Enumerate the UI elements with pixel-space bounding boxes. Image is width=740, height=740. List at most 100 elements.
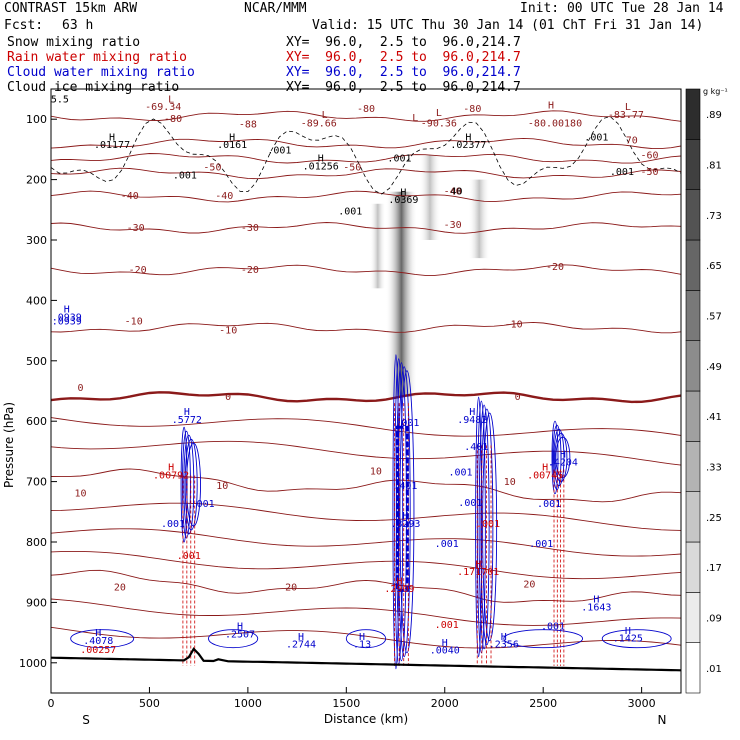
isotherm-10 — [51, 468, 681, 503]
isotherm-label: -83.77 — [608, 110, 644, 121]
isotherm-label: -40 — [444, 187, 462, 198]
isotherm-label: -40 — [215, 191, 233, 202]
extremum-marker: L — [168, 94, 174, 105]
extremum-value: .2356 — [489, 640, 519, 651]
y-tick-label: 100 — [26, 113, 47, 126]
colorbar-swatch — [685, 491, 701, 543]
isotherm-minor — [51, 550, 681, 580]
isotherm--30 — [51, 222, 681, 234]
colorbar-label: .81 — [706, 161, 722, 172]
extremum-marker: H — [64, 304, 70, 315]
cloud-water-contour — [478, 404, 490, 650]
extremum-marker: H — [560, 449, 566, 460]
isotherm-label: 70 — [626, 135, 638, 146]
extremum-marker: H — [298, 632, 304, 643]
colorbar-swatch — [685, 592, 701, 643]
field-xy-rain: XY= 96.0, 2.5 to 96.0,214.7 — [286, 50, 521, 65]
extremum-marker: L — [412, 113, 418, 124]
cloud-water-core — [396, 425, 409, 592]
contour-value-label: .001 — [610, 167, 634, 178]
isotherm-label: -30 — [127, 223, 145, 234]
terrain-line — [51, 647, 681, 672]
contour-value-label: 95.5 — [45, 94, 69, 105]
contour-value-label: .00257 — [80, 645, 116, 656]
contour-value-label: .001 — [173, 170, 197, 181]
init-time: Init: 00 UTC Tue 28 Jan 14 — [520, 1, 724, 16]
snow-shading-left — [369, 203, 386, 289]
extremum-value: .2507 — [225, 629, 255, 640]
extremum-marker: H — [593, 594, 599, 605]
extremum-value: .2909 — [384, 584, 414, 595]
low-cloud-contour — [503, 629, 584, 649]
isotherm-label: 20 — [114, 582, 126, 593]
contour-value-label: .001 — [529, 539, 553, 550]
colorbar-swatch — [685, 340, 701, 392]
colorbar-label: .57 — [706, 312, 722, 323]
extremum-value: .01177 — [94, 140, 130, 151]
colorbar-swatch — [685, 189, 701, 241]
extremum-value: .0369 — [388, 195, 418, 206]
end-label-right: N — [658, 713, 667, 727]
contour-value-label: .001 — [161, 519, 185, 530]
cloud-water-contour — [180, 426, 188, 543]
y-tick-label: 700 — [26, 476, 47, 489]
contour-value-label: .001 — [267, 146, 291, 157]
colorbar-label: .89 — [706, 110, 722, 121]
isotherm--20 — [51, 264, 681, 276]
isotherm-label: -20 — [129, 265, 147, 276]
isotherm-label: -50 — [640, 167, 658, 178]
fcst-label: Fcst: — [4, 18, 44, 33]
extremum-marker: H — [396, 576, 402, 587]
colorbar-label: .33 — [706, 463, 722, 474]
low-cloud-contour — [601, 629, 672, 649]
isotherm-label: -80 — [357, 104, 375, 115]
isotherm-label: 0 — [78, 383, 84, 394]
cloud-water-contour — [186, 442, 201, 527]
isotherm-minor — [51, 528, 681, 557]
model-title: CONTRAST 15km ARW — [4, 1, 138, 16]
isotherm-label: 10 — [216, 481, 228, 492]
colorbar-label: .41 — [706, 412, 722, 423]
isotherm--60 — [51, 153, 681, 164]
field-name-cloud-water: Cloud water mixing ratio — [7, 65, 195, 80]
colorbar-label: .49 — [706, 362, 722, 373]
isotherm-minor — [51, 502, 681, 531]
snow-shading-right — [419, 155, 441, 240]
y-tick-label: 300 — [26, 234, 47, 247]
isotherm-label: -30 — [241, 223, 259, 234]
isotherm-label: -80.00180 — [528, 118, 582, 129]
x-tick-label: 1000 — [234, 697, 262, 710]
low-cloud-contour — [345, 629, 387, 649]
extremum-marker: L — [322, 110, 328, 121]
isotherm-label: -10 — [125, 317, 143, 328]
extremum-value: .8293 — [390, 519, 420, 530]
colorbar-unit: g kg⁻¹ — [703, 87, 728, 96]
contour-value-label: .001 — [395, 418, 419, 429]
isotherm-20 — [51, 569, 681, 603]
extremum-value: .2744 — [286, 640, 316, 651]
extremum-marker: H — [475, 559, 481, 570]
isotherm--10 — [51, 321, 681, 334]
cloud-water-contour — [553, 428, 565, 487]
extremum-value: .9482 — [457, 415, 487, 426]
colorbar: .01 .09 .17 .25 .33 .41 .49 .57 .65 .73 .81 .89 g kg… — [685, 87, 728, 694]
contour-value-label: .001 — [541, 622, 565, 633]
extremum-marker: H — [465, 132, 471, 143]
extremum-marker: H — [402, 511, 408, 522]
extremum-value: .171701 — [457, 567, 499, 578]
x-tick-label: 3000 — [628, 697, 656, 710]
cloud-water-contour — [482, 412, 498, 642]
isotherm-label: 10 — [75, 489, 87, 500]
y-tick-label: 500 — [26, 355, 47, 368]
isotherm-label: -20 — [546, 262, 564, 273]
colorbar-swatch — [685, 239, 701, 291]
x-tick-label: 500 — [139, 697, 160, 710]
colorbar-swatch — [685, 541, 701, 593]
colorbar-label: .25 — [706, 513, 722, 524]
colorbar-swatch — [685, 441, 701, 492]
extremum-value: .1643 — [581, 602, 611, 613]
x-tick-label: 1500 — [332, 697, 360, 710]
extremum-value: .13 — [353, 640, 371, 651]
extremum-marker: H — [548, 100, 554, 111]
